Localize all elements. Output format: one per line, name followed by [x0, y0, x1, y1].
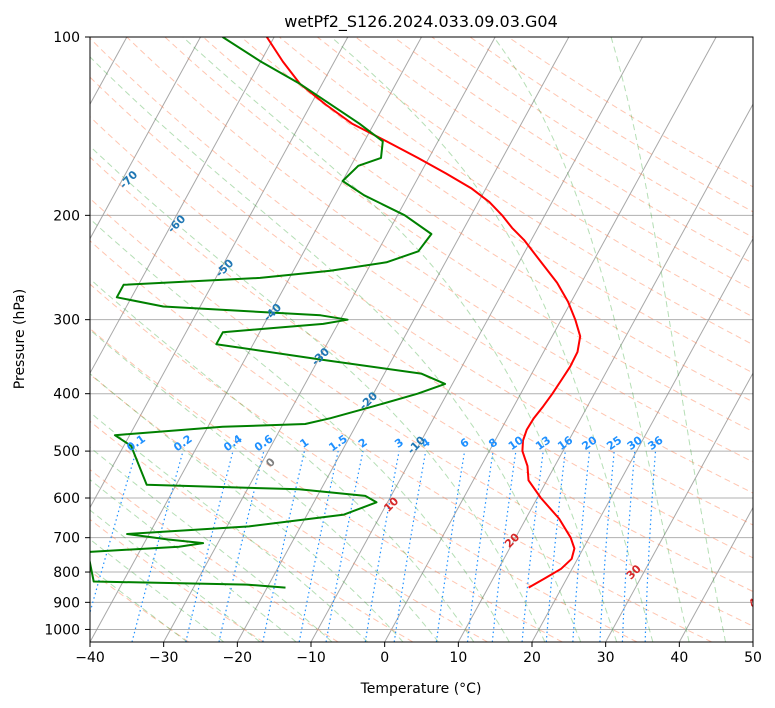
dry-adiabat-line: [355, 37, 753, 291]
y-axis-label: Pressure (hPa): [12, 289, 28, 389]
isotherm-line: [678, 506, 753, 642]
y-tick-label: 200: [53, 208, 80, 224]
mixing-ratio-line: [466, 451, 494, 642]
x-axis-label: Temperature (°C): [360, 681, 482, 697]
dry-adiabat-label: 40: [746, 590, 766, 610]
dry-adiabat-line: [90, 328, 563, 642]
x-tick-label: 40: [670, 650, 688, 666]
plot-frame: [89, 36, 754, 643]
mixing-ratio-line: [262, 450, 305, 642]
mixing-ratio-line: [521, 451, 544, 642]
dewpoint-profile-line: [90, 37, 447, 589]
mixing-ratio-line: [90, 450, 137, 615]
isotherm-line: [90, 37, 201, 240]
dry-adiabat-line: [90, 37, 753, 494]
moist-adiabat-line: [90, 479, 297, 642]
moist-adiabat-line: [182, 37, 618, 642]
y-tick-label: 900: [53, 595, 80, 611]
moist-adiabat-line: [330, 37, 654, 642]
mixing-ratio-line: [393, 450, 427, 642]
moist-adiabat-line: [90, 411, 368, 642]
moist-adiabat-line: [90, 218, 510, 642]
y-tick-label: 300: [53, 313, 80, 329]
x-tick-label: −40: [75, 650, 105, 666]
x-tick-label: 20: [523, 650, 541, 666]
moist-adiabat-line: [90, 329, 439, 642]
dry-adiabat-line: [90, 197, 753, 627]
isotherm-line: [531, 237, 753, 642]
dry-adiabat-line: [317, 37, 753, 318]
mixing-ratio-line: [218, 450, 265, 642]
dry-adiabat-line: [90, 283, 638, 642]
mixing-ratio-line: [435, 451, 466, 642]
x-tick-label: −20: [223, 650, 253, 666]
dry-adiabat-line: [431, 37, 753, 238]
x-tick-label: −30: [149, 650, 179, 666]
y-tick-label: 400: [53, 387, 80, 403]
dry-adiabat-line: [90, 420, 414, 642]
dry-adiabat-line: [393, 37, 753, 264]
dry-adiabat-line: [507, 37, 753, 188]
y-tick-label: 800: [53, 565, 80, 581]
isotherm-line: [457, 103, 753, 642]
sounding-series: [90, 37, 582, 589]
isotherm-line: [90, 37, 422, 642]
moist-adiabat-line: [90, 446, 333, 642]
chart-title: wetPf2_S126.2024.033.09.03.G04: [284, 12, 558, 32]
dry-adiabat-line: [90, 156, 753, 593]
y-tick-label: 600: [53, 491, 80, 507]
x-tick-label: 10: [449, 650, 467, 666]
isotherm-line: [90, 37, 349, 509]
dry-adiabat-line: [469, 37, 753, 213]
mixing-ratio-line: [325, 450, 364, 642]
mixing-ratio-line: [185, 450, 234, 642]
x-axis-ticks: −40 −30 −20 −10 0 10 20 30 40 50: [75, 642, 762, 666]
temperature-profile-line: [265, 37, 582, 589]
dry-adiabat-lines: [90, 37, 753, 642]
mixing-ratio-line: [491, 451, 517, 642]
isotherm-line: [605, 372, 753, 642]
dry-adiabat-line: [164, 37, 753, 433]
x-tick-label: 0: [380, 650, 389, 666]
moist-adiabat-line: [493, 37, 690, 642]
isotherm-line: [90, 37, 275, 375]
isotherm-line: [236, 37, 570, 642]
y-tick-label: 700: [53, 531, 80, 547]
moist-adiabat-line: [90, 145, 546, 642]
mixing-ratio-line: [545, 451, 566, 642]
mixing-ratio-line: [644, 451, 657, 642]
dry-adiabat-line: [126, 37, 753, 463]
x-tick-label: 50: [744, 650, 762, 666]
y-tick-label: 500: [53, 444, 80, 460]
pressure-grid: [90, 37, 753, 630]
moist-adiabat-line: [90, 278, 475, 642]
moist-adiabat-lines: [90, 37, 726, 642]
mixing-ratio-line: [131, 450, 184, 642]
dry-adiabat-line: [90, 116, 753, 559]
moist-adiabat-line: [90, 56, 582, 642]
mixing-ratio-line: [364, 450, 400, 642]
mixing-ratio-line: [572, 451, 591, 642]
isotherm-line: [310, 37, 643, 642]
mixing-ratio-line: [621, 451, 636, 642]
x-tick-label: −10: [296, 650, 326, 666]
y-axis-ticks: 100 200 300 400 500 600 700 800 900 1000: [44, 30, 90, 638]
moist-adiabat-line: [610, 37, 726, 642]
x-tick-label: 30: [597, 650, 615, 666]
y-tick-label: 1000: [44, 622, 80, 638]
y-tick-label: 100: [53, 30, 80, 46]
mixing-ratio-line: [599, 451, 615, 642]
mixing-ratio-line: [298, 450, 339, 642]
mixing-ratio-lines: [90, 450, 657, 642]
dry-adiabat-line: [90, 76, 753, 526]
plot-background: [90, 37, 753, 642]
isotherm-line: [384, 37, 717, 642]
isotherm-lines: [90, 37, 753, 642]
isotherm-line: [163, 37, 496, 642]
